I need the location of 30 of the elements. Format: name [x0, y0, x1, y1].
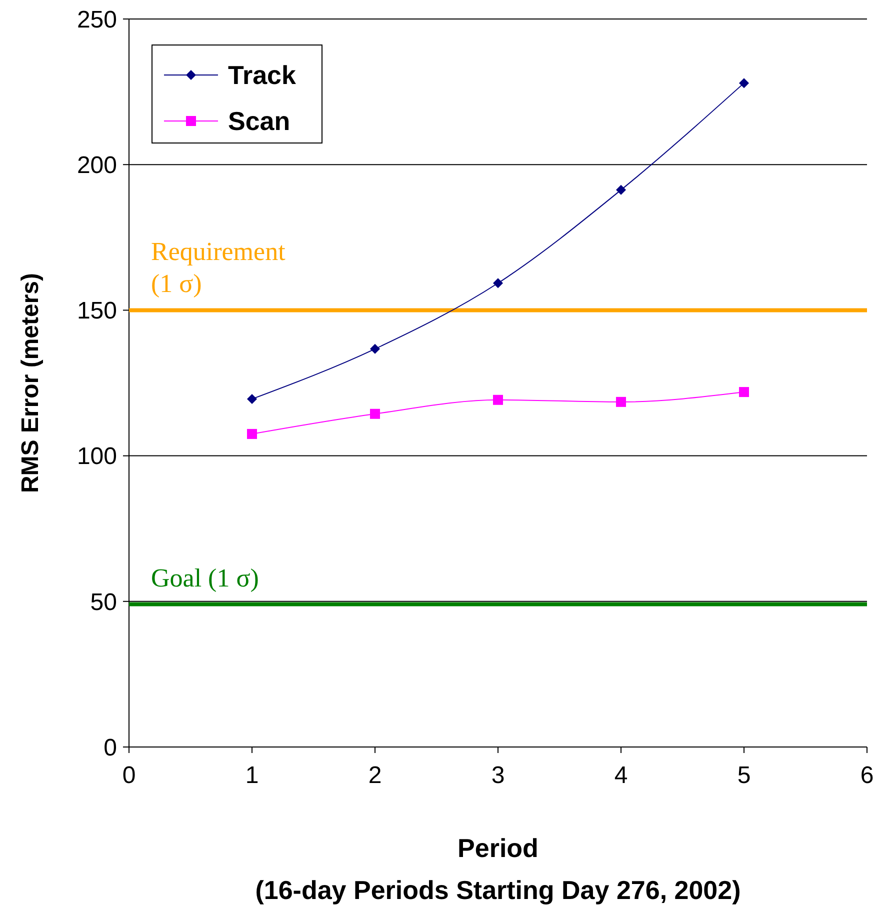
- y-tick-label: 0: [104, 734, 117, 762]
- y-tick-label: 50: [90, 588, 117, 616]
- point: [739, 387, 749, 398]
- y-tick-label: 250: [76, 6, 117, 34]
- point: [616, 184, 626, 195]
- point: [370, 344, 380, 354]
- legend-label: Track: [228, 60, 296, 90]
- x-tick-label: 3: [491, 762, 505, 789]
- legend-label: Scan: [228, 106, 290, 136]
- x-tick-label: 4: [614, 762, 628, 789]
- point: [493, 394, 503, 405]
- y-axis-title: RMS Error (meters): [17, 272, 44, 494]
- y-tick-label: 200: [76, 152, 117, 179]
- x-tick-label: 5: [737, 762, 751, 789]
- x-tick-label: 2: [368, 762, 382, 789]
- point: [370, 408, 380, 419]
- point: [616, 396, 626, 407]
- x-tick-label: 1: [245, 762, 259, 789]
- point: [247, 428, 257, 439]
- y-tick-label: 150: [76, 298, 117, 325]
- ref-line-label: Goal (1 σ): [151, 563, 259, 592]
- text: (16-day Periods Starting Day 276, 2002): [255, 875, 741, 905]
- y-tick-label: 100: [76, 443, 117, 470]
- point: [739, 78, 749, 88]
- x-tick-label: 0: [122, 762, 136, 789]
- ref-line-label: Requirement (1 σ): [151, 237, 286, 298]
- point: [247, 394, 257, 404]
- point: [493, 278, 503, 288]
- x-axis-title: Period: [458, 833, 538, 863]
- x-tick-label: 6: [860, 762, 874, 789]
